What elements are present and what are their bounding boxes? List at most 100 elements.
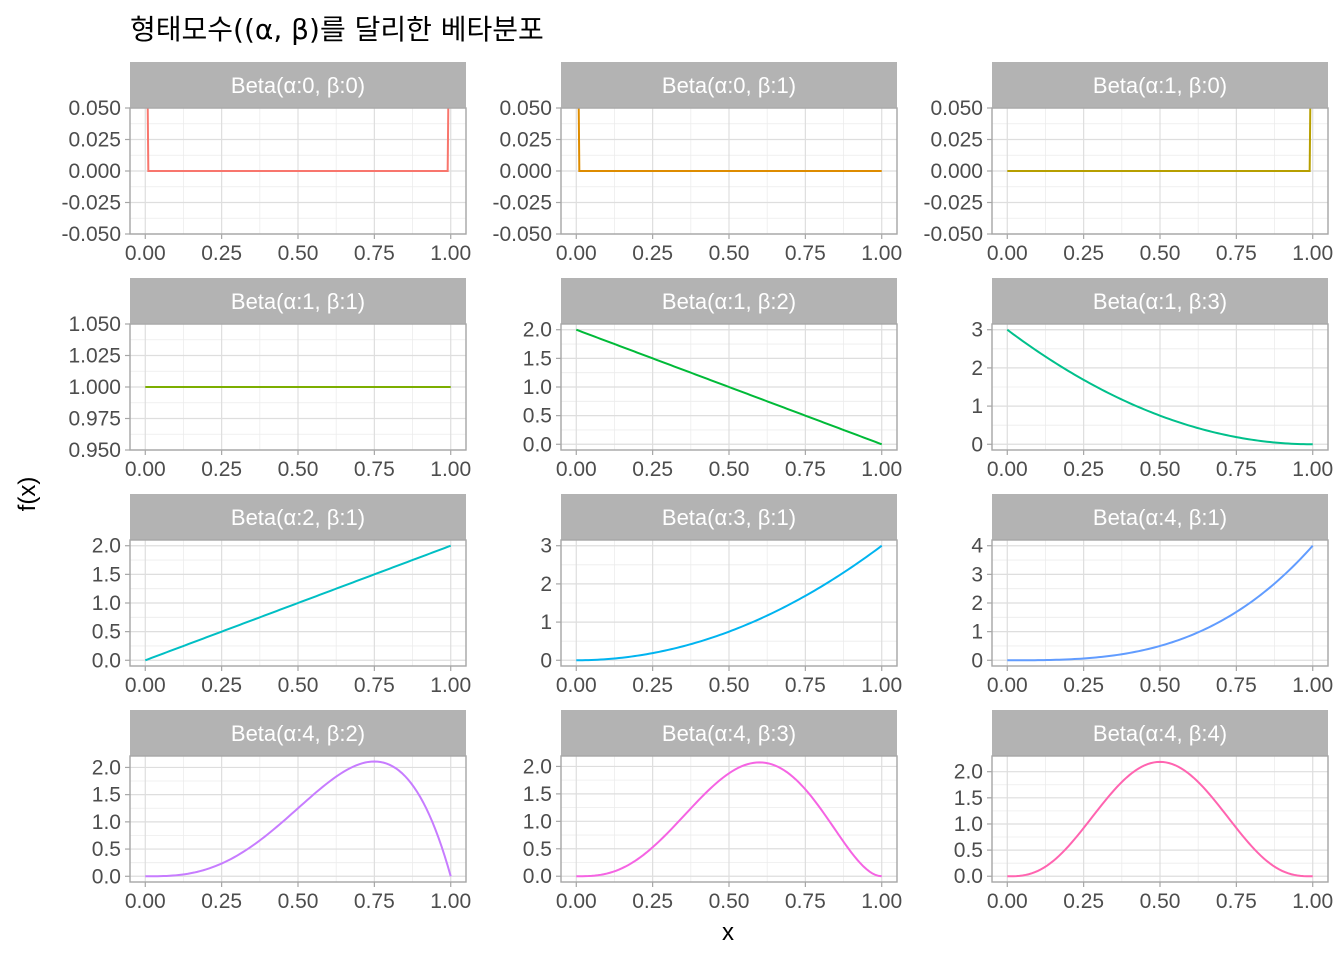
panel-border <box>560 107 898 235</box>
x-tick-label: 0.75 <box>354 674 395 697</box>
facet-strip <box>992 710 1328 756</box>
facet-panel: Beta(α:1, β:1) 0.00 0.25 0.50 0.75 1.00 0.950 0… <box>68 278 471 481</box>
facet-strip-label: Beta(α:4, β:3) <box>662 721 796 746</box>
x-tick-label: 1.00 <box>861 458 902 481</box>
y-tick-label: 3 <box>971 319 983 342</box>
x-tick-label: 1.00 <box>430 458 471 481</box>
facet-strip <box>561 62 897 108</box>
y-tick-label: 1.5 <box>954 787 983 810</box>
facet-panel: Beta(α:4, β:4) 0.00 0.25 0.50 0.75 1.00 0.0 0.5… <box>954 710 1333 913</box>
x-tick-label: 0.50 <box>278 458 319 481</box>
facet-strip <box>992 494 1328 540</box>
y-tick-label: -0.025 <box>61 192 121 215</box>
facet-strip <box>130 62 466 108</box>
y-tick-label: 3 <box>540 535 552 558</box>
y-tick-label: 1 <box>540 611 552 634</box>
y-tick-label: 0.050 <box>68 97 121 120</box>
x-tick-label: 0.00 <box>556 242 597 265</box>
x-tick-label: 0.25 <box>201 242 242 265</box>
facet-panel: Beta(α:4, β:3) 0.00 0.25 0.50 0.75 1.00 0.0 0.5… <box>523 710 902 913</box>
facet-strip <box>561 278 897 324</box>
x-tick-label: 0.00 <box>556 458 597 481</box>
y-tick-label: 1.0 <box>92 592 121 615</box>
chart-title: 형태모수((α, β)를 달리한 베타분포 <box>130 13 544 46</box>
x-tick-label: 0.50 <box>278 242 319 265</box>
y-tick-label: 0.025 <box>930 129 983 152</box>
x-tick-label: 0.25 <box>1063 890 1104 913</box>
x-tick-label: 0.75 <box>354 890 395 913</box>
y-tick-label: -0.025 <box>492 192 552 215</box>
y-tick-label: 0.0 <box>92 865 121 888</box>
facet-panel: Beta(α:2, β:1) 0.00 0.25 0.50 0.75 1.00 0.0 0.5… <box>92 494 471 697</box>
y-tick-label: -0.050 <box>492 223 552 246</box>
panel-border <box>560 323 898 451</box>
x-tick-label: 0.50 <box>1140 890 1181 913</box>
panel-border <box>991 539 1329 667</box>
y-tick-label: 1.0 <box>92 811 121 834</box>
y-tick-label: 0.000 <box>930 160 983 183</box>
x-tick-label: 0.25 <box>1063 674 1104 697</box>
y-tick-label: 1.5 <box>523 347 552 370</box>
x-tick-label: 0.25 <box>201 674 242 697</box>
density-curve <box>577 108 882 172</box>
x-tick-label: 0.50 <box>1140 242 1181 265</box>
y-tick-label: 0 <box>971 649 983 672</box>
density-curve <box>576 761 882 878</box>
x-tick-label: 0.00 <box>125 458 166 481</box>
facet-panel: Beta(α:1, β:0) 0.00 0.25 0.50 0.75 1.00 -0.050… <box>923 62 1333 265</box>
facet-panels: Beta(α:0, β:0)0.00 0.25 0.50 0.75 1.00-0.050… <box>61 62 1333 913</box>
x-tick-label: 0.75 <box>785 674 826 697</box>
y-tick-label: 0.5 <box>523 838 552 861</box>
y-tick-label: 0.000 <box>499 160 552 183</box>
x-tick-label: 0.25 <box>201 890 242 913</box>
y-tick-label: 0.5 <box>523 405 552 428</box>
x-tick-label: 0.25 <box>632 458 673 481</box>
y-tick-label: 1.5 <box>523 783 552 806</box>
x-tick-label: 0.00 <box>987 242 1028 265</box>
y-tick-label: 1.025 <box>68 345 121 368</box>
facet-strip-label: Beta(α:4, β:2) <box>231 721 365 746</box>
facet-strip <box>992 278 1328 324</box>
x-tick-label: 0.00 <box>987 890 1028 913</box>
y-tick-label: 0 <box>540 649 552 672</box>
panel-border <box>129 107 467 235</box>
x-tick-label: 0.25 <box>632 890 673 913</box>
facet-strip-label: Beta(α:0, β:0) <box>231 73 365 98</box>
facet-strip-label: Beta(α:0, β:1) <box>662 73 796 98</box>
y-tick-label: 0.5 <box>92 621 121 644</box>
facet-strip-label: Beta(α:3, β:1) <box>662 505 796 530</box>
facet-strip-label: Beta(α:2, β:1) <box>231 505 365 530</box>
y-tick-label: 3 <box>971 563 983 586</box>
x-tick-label: 1.00 <box>861 674 902 697</box>
y-tick-label: 2.0 <box>92 756 121 779</box>
facet-strip-label: Beta(α:1, β:0) <box>1093 73 1227 98</box>
density-curve <box>1007 760 1313 878</box>
x-tick-label: 0.00 <box>125 674 166 697</box>
panel-border <box>129 323 467 451</box>
panel-border <box>991 755 1329 883</box>
x-tick-label: 0.50 <box>278 674 319 697</box>
x-tick-label: 1.00 <box>430 890 471 913</box>
x-tick-label: 0.75 <box>1216 242 1257 265</box>
panel-border <box>991 107 1329 235</box>
y-tick-label: 1.0 <box>523 810 552 833</box>
facet-strip <box>561 710 897 756</box>
density-curve <box>575 328 883 446</box>
y-tick-label: 2.0 <box>523 755 552 778</box>
y-tick-label: 0.025 <box>499 129 552 152</box>
y-tick-label: 0.050 <box>499 97 552 120</box>
density-curve <box>1007 108 1312 172</box>
facet-panel: Beta(α:0, β:0) 0.00 0.25 0.50 0.75 1.00 -0.050… <box>61 62 471 265</box>
facet-strip-label: Beta(α:1, β:2) <box>662 289 796 314</box>
facet-strip-label: Beta(α:1, β:3) <box>1093 289 1227 314</box>
facet-panel: Beta(α:0, β:1) 0.00 0.25 0.50 0.75 1.00 -0.050… <box>492 62 902 265</box>
y-tick-label: 2 <box>971 357 983 380</box>
y-tick-label: 2.0 <box>954 761 983 784</box>
x-tick-label: 0.50 <box>278 890 319 913</box>
facet-strip <box>130 278 466 324</box>
density-curve <box>146 108 450 172</box>
y-tick-label: 0.050 <box>930 97 983 120</box>
y-tick-label: 4 <box>971 535 983 558</box>
x-tick-label: 0.00 <box>125 890 166 913</box>
density-curve <box>1007 545 1314 662</box>
